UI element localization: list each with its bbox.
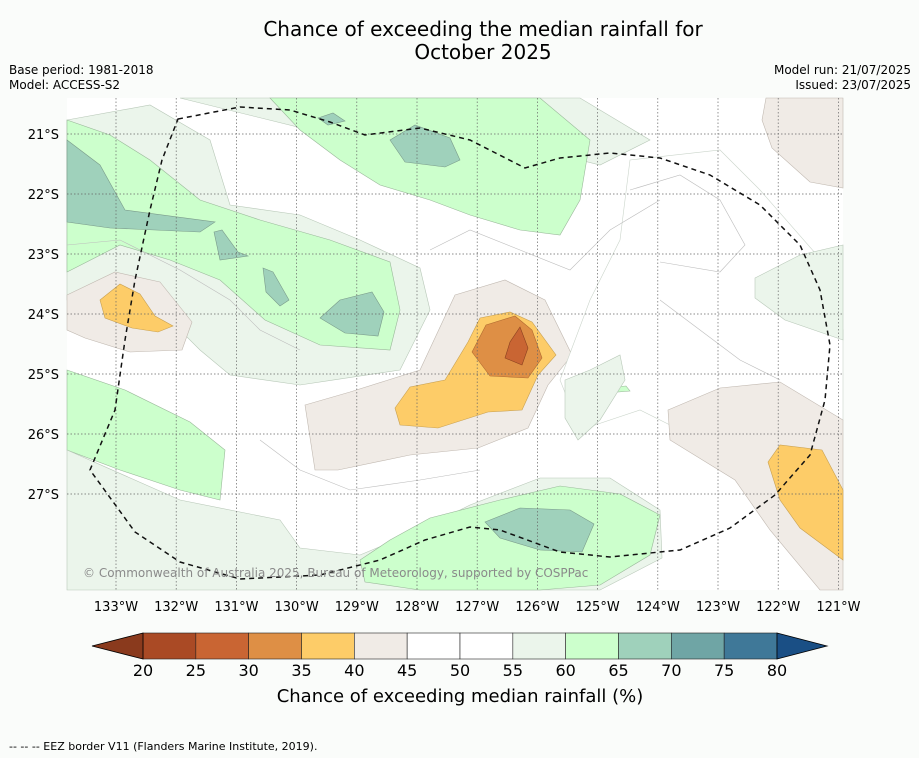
map-panel: © Commonwealth of Australia 2025, Bureau… bbox=[66, 97, 844, 591]
contour-40-southeast bbox=[767, 444, 844, 561]
colorbar-tick-label: 30 bbox=[238, 661, 258, 680]
lon-label: 123°W bbox=[696, 600, 740, 615]
meta-left: Base period: 1981-2018 Model: ACCESS-S2 bbox=[9, 63, 154, 93]
contour-60-southwest bbox=[66, 369, 226, 501]
model-run: Model run: 21/07/2025 bbox=[773, 63, 911, 77]
lon-labels: 133°W 132°W 131°W 130°W 129°W 128°W 127°W 126°W… bbox=[94, 600, 861, 615]
title-line-1: Chance of exceeding the median rainfall … bbox=[263, 17, 703, 41]
colorbar-segment bbox=[618, 632, 672, 660]
contour-35-central bbox=[471, 315, 543, 379]
colorbar-tick-label: 25 bbox=[186, 661, 206, 680]
colorbar-segment bbox=[142, 632, 197, 660]
lon-label: 126°W bbox=[515, 600, 559, 615]
lon-label: 130°W bbox=[275, 600, 319, 615]
colorbar-segment bbox=[671, 632, 725, 660]
contour-line-b bbox=[429, 199, 661, 271]
colorbar-segment bbox=[565, 632, 619, 660]
copyright-text: © Commonwealth of Australia 2025, Bureau… bbox=[83, 566, 588, 580]
colorbar-segment bbox=[301, 632, 355, 660]
colorbar-tick-label: 50 bbox=[450, 661, 470, 680]
lat-labels: 21°S 22°S 23°S 24°S 25°S 26°S 27°S bbox=[28, 128, 59, 503]
lon-label: 129°W bbox=[335, 600, 379, 615]
colorbar-segments bbox=[142, 632, 778, 660]
contour-40-west bbox=[99, 283, 174, 333]
title-line-2: October 2025 bbox=[414, 40, 552, 64]
lon-label: 132°W bbox=[154, 600, 198, 615]
lat-label: 26°S bbox=[28, 428, 59, 443]
colorbar-tick-label: 80 bbox=[767, 661, 787, 680]
lon-label: 125°W bbox=[576, 600, 620, 615]
eez-legend-note: -- -- -- EEZ border V11 (Flanders Marine… bbox=[9, 740, 318, 753]
contour-65-south bbox=[484, 507, 595, 553]
colorbar-tick-label: 60 bbox=[555, 661, 575, 680]
contour-65-north bbox=[389, 124, 461, 168]
lon-label: 121°W bbox=[816, 600, 860, 615]
map-title: Chance of exceeding the median rainfall … bbox=[0, 18, 919, 64]
issued-date: Issued: 23/07/2025 bbox=[795, 78, 911, 92]
base-period: Base period: 1981-2018 bbox=[9, 63, 154, 77]
lon-label: 133°W bbox=[94, 600, 138, 615]
colorbar-under-arrow bbox=[91, 632, 144, 660]
colorbar-tick-label: 20 bbox=[133, 661, 153, 680]
eez-border bbox=[89, 106, 831, 580]
colorbar-tick-label: 35 bbox=[291, 661, 311, 680]
colorbar-segment bbox=[723, 632, 778, 660]
colorbar-over-arrow bbox=[776, 632, 829, 660]
contour-65-blob-b bbox=[262, 267, 290, 307]
colorbar-segment bbox=[406, 632, 461, 660]
lat-label: 21°S bbox=[28, 128, 59, 143]
colorbar-tick-label: 65 bbox=[608, 661, 628, 680]
model-name: Model: ACCESS-S2 bbox=[9, 78, 121, 92]
graticule bbox=[67, 98, 843, 590]
rainfall-contours bbox=[66, 97, 844, 591]
colorbar-tick-label: 70 bbox=[661, 661, 681, 680]
contour-45-northeast bbox=[761, 97, 844, 189]
lat-label: 27°S bbox=[28, 488, 59, 503]
contour-30-central bbox=[504, 326, 529, 366]
colorbar-tick-label: 75 bbox=[714, 661, 734, 680]
lon-label: 127°W bbox=[455, 600, 499, 615]
lat-label: 25°S bbox=[28, 368, 59, 383]
colorbar-segment bbox=[512, 632, 566, 660]
contour-line-a bbox=[66, 239, 301, 351]
contour-65-north-small bbox=[317, 112, 346, 126]
colorbar: 20 25 30 35 40 45 50 55 60 65 70 75 80 bbox=[91, 632, 829, 680]
colorbar-segment bbox=[248, 632, 302, 660]
colorbar-ticks: 20 25 30 35 40 45 50 55 60 65 70 75 80 bbox=[133, 661, 787, 680]
meta-right: Model run: 21/07/2025 Issued: 23/07/2025 bbox=[774, 63, 911, 93]
colorbar-segment bbox=[459, 632, 514, 660]
lat-label: 24°S bbox=[28, 308, 59, 323]
contour-line-e bbox=[629, 174, 746, 273]
contour-65-west bbox=[66, 139, 216, 233]
colorbar-tick-label: 45 bbox=[397, 661, 417, 680]
lon-label: 124°W bbox=[636, 600, 680, 615]
contour-60-north bbox=[269, 97, 591, 236]
colorbar-tick-label: 55 bbox=[503, 661, 523, 680]
contour-line-c bbox=[259, 439, 481, 491]
colorbar-segment bbox=[354, 632, 408, 660]
lon-label: 128°W bbox=[395, 600, 439, 615]
lon-label: 131°W bbox=[214, 600, 258, 615]
colorbar-segment bbox=[195, 632, 249, 660]
lon-label: 122°W bbox=[756, 600, 800, 615]
colorbar-tick-label: 40 bbox=[344, 661, 364, 680]
contour-55-east-band bbox=[754, 244, 844, 341]
contour-55-east-mid bbox=[564, 354, 626, 441]
contour-line-d bbox=[659, 299, 781, 381]
contour-65-mid bbox=[319, 291, 385, 337]
lat-label: 22°S bbox=[28, 188, 59, 203]
colorbar-title: Chance of exceeding median rainfall (%) bbox=[276, 686, 644, 707]
lat-label: 23°S bbox=[28, 248, 59, 263]
